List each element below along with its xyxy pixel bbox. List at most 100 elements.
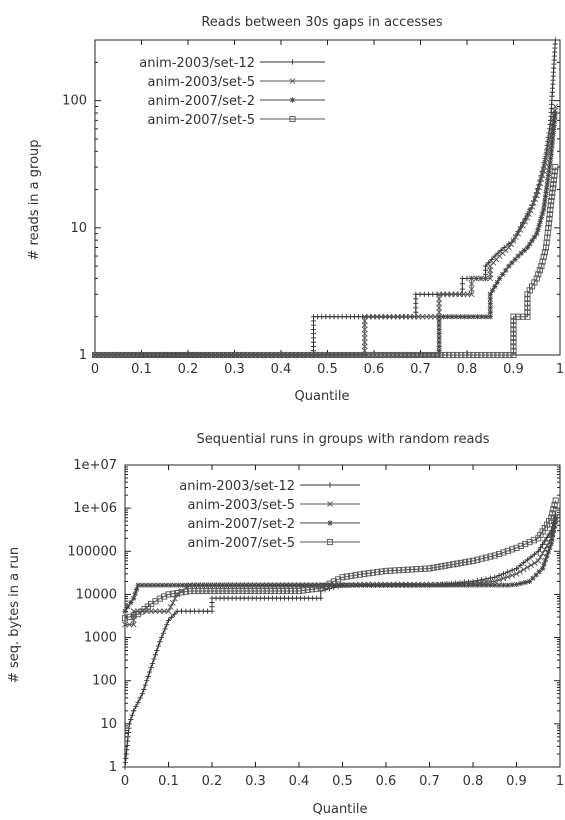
x-tick-label: 0.6 (376, 774, 397, 789)
series-marker-1 (530, 199, 537, 206)
series-marker-0 (192, 608, 198, 614)
series-marker-0 (151, 656, 157, 662)
series-marker-3 (224, 351, 231, 359)
series-marker-3 (304, 586, 311, 593)
series-marker-3 (251, 587, 258, 595)
series-marker-2 (147, 582, 153, 588)
legend-label: anim-2003/set-5 (188, 498, 295, 513)
series-marker-1 (519, 222, 526, 229)
series-marker-2 (535, 226, 541, 233)
series-marker-3 (413, 351, 420, 359)
series-marker-3 (524, 309, 531, 316)
series-marker-1 (382, 313, 389, 320)
series-marker-2 (227, 582, 234, 588)
series-marker-2 (506, 263, 512, 269)
series-marker-2 (139, 582, 145, 588)
x-tick-label: 0 (121, 774, 129, 789)
legend-swatch-marker (327, 520, 333, 526)
series-marker-3 (293, 351, 300, 359)
series-marker-1 (436, 309, 443, 316)
series-marker-1 (468, 280, 475, 287)
series-marker-1 (515, 230, 522, 237)
series-marker-3 (199, 587, 206, 595)
series-marker-2 (364, 582, 371, 588)
series-marker-3 (289, 351, 296, 359)
series-marker-3 (178, 589, 185, 596)
series-marker-2 (179, 582, 185, 588)
series-marker-0 (178, 608, 185, 614)
series-marker-3 (510, 313, 517, 320)
series-marker-2 (503, 267, 509, 273)
series-marker-0 (133, 703, 139, 710)
series-marker-0 (164, 622, 170, 628)
series-marker-1 (539, 172, 546, 178)
series-marker-3 (330, 578, 337, 585)
series-marker-1 (512, 234, 519, 241)
series-marker-3 (450, 561, 457, 568)
series-marker-2 (492, 283, 498, 289)
x-axis: 0 0.1 0.2 0.3 0.4 0.5 0.6 0.7 0.8 0.9 1 (91, 40, 564, 377)
x-axis: 0 0.1 0.2 0.3 0.4 0.5 0.6 0.7 0.8 0.9 1 (121, 465, 564, 789)
x-tick-label: 0.7 (419, 774, 440, 789)
x-tick-label: 0.4 (271, 362, 292, 377)
series-marker-3 (174, 590, 181, 597)
series-marker-3 (231, 587, 238, 595)
series-marker-2 (276, 582, 282, 588)
series-marker-2 (151, 582, 157, 588)
series-marker-3 (160, 351, 167, 359)
series-marker-2 (128, 599, 134, 606)
series-marker-2 (533, 572, 539, 578)
series-marker-2 (541, 202, 547, 208)
series-marker-3 (536, 267, 543, 274)
series-marker-3 (496, 550, 503, 557)
series-marker-2 (496, 275, 503, 282)
series-marker-1 (528, 562, 534, 569)
series-marker-1 (156, 608, 163, 615)
series-marker-2 (546, 164, 553, 170)
series-marker-1 (538, 176, 545, 183)
series-marker-2 (500, 271, 506, 277)
series-marker-1 (487, 267, 494, 274)
series-marker-2 (542, 198, 548, 204)
series-marker-2 (542, 557, 549, 563)
series-marker-2 (487, 314, 493, 320)
series-marker-2 (223, 582, 230, 588)
series-marker-2 (436, 335, 442, 341)
series-marker-0 (483, 576, 489, 582)
series-marker-3 (341, 351, 348, 359)
series-marker-2 (191, 582, 197, 588)
series-marker-3 (549, 510, 556, 517)
series-marker-3 (547, 206, 554, 213)
series-marker-3 (510, 334, 517, 342)
series-marker-1 (361, 335, 368, 341)
series-marker-2 (487, 309, 493, 315)
y-tick-label: 1000 (84, 631, 117, 646)
series-marker-2 (462, 314, 468, 320)
series-marker-0 (513, 565, 520, 572)
series-marker-0 (540, 541, 546, 548)
series-marker-3 (547, 202, 554, 209)
series-marker-2 (308, 582, 314, 588)
x-tick-label: 0.8 (463, 774, 484, 789)
series-marker-3 (188, 351, 195, 359)
series-marker-2 (296, 582, 302, 588)
series-marker-2 (551, 126, 557, 133)
series-marker-1 (532, 196, 539, 203)
series-marker-0 (200, 608, 206, 614)
series-marker-2 (521, 247, 527, 253)
series-marker-3 (329, 351, 336, 359)
series-marker-3 (552, 164, 559, 171)
series-marker-0 (528, 554, 534, 560)
series-marker-2 (518, 250, 524, 256)
series-marker-1 (535, 557, 542, 564)
series-marker-2 (496, 582, 502, 588)
series-marker-3 (317, 351, 324, 359)
series-marker-2 (487, 296, 493, 302)
series-marker-3 (191, 587, 198, 595)
series-marker-0 (165, 617, 172, 624)
series-marker-0 (171, 611, 177, 617)
chart-reads-per-group: Reads between 30s gaps in accesses 0 0.1 0… (27, 15, 564, 404)
series-marker-2 (494, 279, 500, 286)
series-marker-3 (515, 313, 522, 320)
series-marker-3 (389, 351, 396, 359)
